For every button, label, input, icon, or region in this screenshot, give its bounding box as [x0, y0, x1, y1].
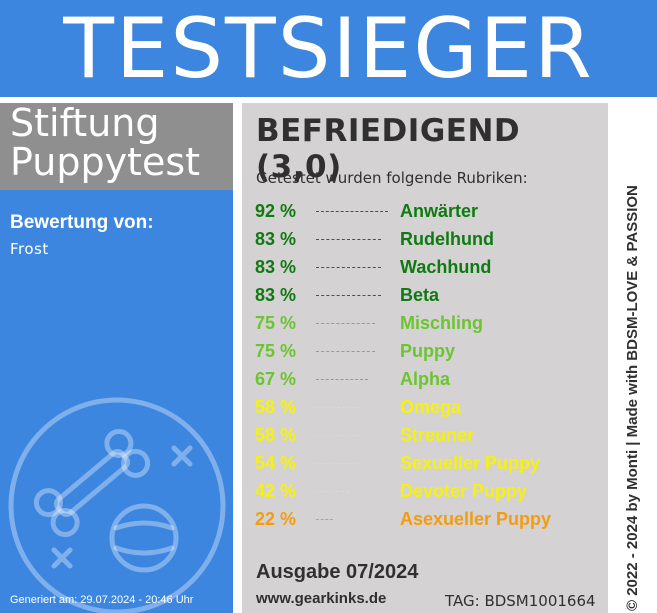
rating-label: Bewertung von: — [10, 212, 154, 233]
category-percent: 58 % — [255, 397, 297, 417]
tag-id: TAG: BDSM1001664 — [445, 592, 596, 610]
category-percent: 54 % — [255, 453, 297, 473]
category-row: 22 % Asexueller Puppy — [242, 505, 608, 533]
category-row: 58 % Streuner — [242, 421, 608, 449]
result-panel: BEFRIEDIGEND (3,0) Getestet wurden folge… — [242, 103, 608, 613]
category-name: Puppy — [400, 341, 456, 361]
category-row: 67 % Alpha — [242, 365, 608, 393]
category-name: Asexueller Puppy — [400, 509, 552, 529]
rater-name: Frost — [10, 240, 49, 258]
category-percent: 22 % — [255, 509, 297, 529]
category-name: Streuner — [400, 425, 475, 445]
category-percent: 75 % — [255, 341, 297, 361]
category-score-leader — [316, 435, 361, 436]
category-name: Devoter Puppy — [400, 481, 528, 501]
category-score-leader — [316, 491, 349, 492]
category-percent: 67 % — [255, 369, 297, 389]
category-percent: 83 % — [255, 285, 297, 305]
category-row: 83 % Beta — [242, 281, 608, 309]
category-score-leader — [316, 323, 375, 324]
category-row: 83 % Rudelhund — [242, 225, 608, 253]
category-score-leader — [316, 267, 381, 268]
category-row: 58 % Omega — [242, 393, 608, 421]
generated-timestamp: Generiert am: 29.07.2024 - 20:46 Uhr — [10, 594, 194, 606]
category-name: Rudelhund — [400, 229, 494, 249]
category-row: 75 % Mischling — [242, 309, 608, 337]
category-name: Anwärter — [400, 201, 479, 221]
category-percent: 42 % — [255, 481, 297, 501]
category-score-leader — [316, 239, 381, 240]
category-row: 92 % Anwärter — [242, 197, 608, 225]
grade-heading: BEFRIEDIGEND (3,0) — [256, 113, 521, 185]
category-score-leader — [316, 351, 375, 352]
category-percent: 83 % — [255, 257, 297, 277]
website-link[interactable]: www.gearkinks.de — [256, 590, 387, 607]
category-name: Omega — [400, 397, 462, 417]
category-row: 83 % Wachhund — [242, 253, 608, 281]
category-score-leader — [316, 463, 358, 464]
category-score-leader — [316, 519, 333, 520]
categories-intro: Getestet wurden folgende Rubriken: — [256, 169, 528, 187]
organization-box: Stiftung Puppytest — [0, 103, 233, 190]
category-score-leader — [316, 211, 388, 212]
category-row: 54 % Sexueller Puppy — [242, 449, 608, 477]
category-score-leader — [316, 407, 361, 408]
category-score-leader — [316, 379, 368, 380]
category-name: Sexueller Puppy — [400, 453, 541, 473]
category-percent: 83 % — [255, 229, 297, 249]
banner-title: TESTSIEGER — [63, 0, 594, 97]
category-name: Mischling — [400, 313, 484, 333]
category-name: Alpha — [400, 369, 451, 389]
bone-and-ball-icon — [8, 397, 226, 613]
left-column: Stiftung Puppytest Bewertung von: Frost … — [0, 103, 233, 613]
credit-strip: © 2022 - 2024 by Monti | Made with BDSM-… — [612, 103, 657, 613]
top-banner: TESTSIEGER — [0, 0, 657, 97]
copyright-credit: © 2022 - 2024 by Monti | Made with BDSM-… — [624, 185, 641, 611]
category-percent: 58 % — [255, 425, 297, 445]
category-score-leader — [316, 295, 381, 296]
category-row: 75 % Puppy — [242, 337, 608, 365]
category-percent: 75 % — [255, 313, 297, 333]
category-name: Wachhund — [400, 257, 492, 277]
category-percent: 92 % — [255, 201, 297, 221]
category-name: Beta — [400, 285, 440, 305]
organization-name: Stiftung Puppytest — [10, 101, 201, 184]
category-row: 42 % Devoter Puppy — [242, 477, 608, 505]
issue-label: Ausgabe 07/2024 — [256, 561, 419, 583]
